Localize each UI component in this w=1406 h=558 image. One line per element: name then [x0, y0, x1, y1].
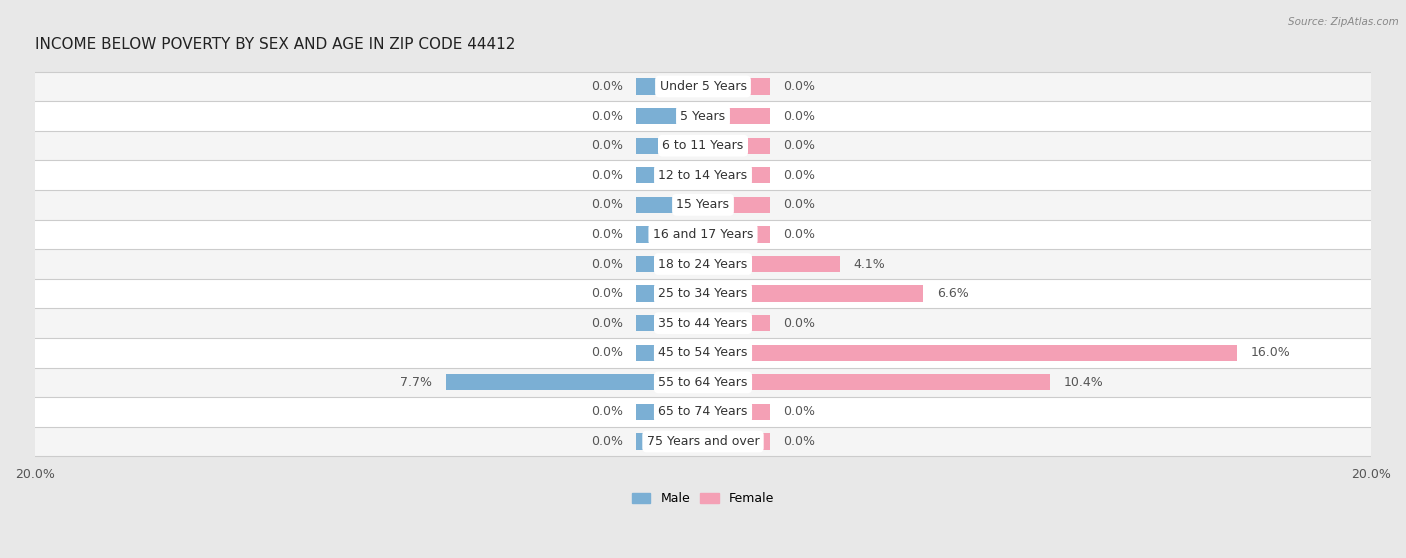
Text: Source: ZipAtlas.com: Source: ZipAtlas.com	[1288, 17, 1399, 27]
Bar	[703, 434, 770, 450]
Text: 6 to 11 Years: 6 to 11 Years	[662, 139, 744, 152]
Text: 35 to 44 Years: 35 to 44 Years	[658, 317, 748, 330]
Bar	[703, 137, 770, 154]
Bar	[636, 167, 703, 184]
Bar	[446, 374, 703, 391]
Text: 5 Years: 5 Years	[681, 109, 725, 123]
Bar	[703, 78, 770, 95]
Bar	[703, 374, 1050, 391]
Bar	[636, 256, 703, 272]
Text: 0.0%: 0.0%	[591, 435, 623, 448]
Text: 0.0%: 0.0%	[783, 198, 815, 211]
Bar	[636, 434, 703, 450]
Text: 0.0%: 0.0%	[591, 198, 623, 211]
Bar	[703, 108, 770, 124]
Text: 12 to 14 Years: 12 to 14 Years	[658, 169, 748, 182]
Text: 7.7%: 7.7%	[401, 376, 433, 389]
Bar	[636, 345, 703, 361]
Bar	[35, 161, 1371, 190]
Bar	[35, 309, 1371, 338]
Text: 0.0%: 0.0%	[783, 317, 815, 330]
Bar	[35, 338, 1371, 368]
Bar	[35, 397, 1371, 427]
Bar	[35, 368, 1371, 397]
Text: 0.0%: 0.0%	[783, 80, 815, 93]
Bar	[636, 227, 703, 243]
Bar	[703, 404, 770, 420]
Text: 0.0%: 0.0%	[591, 109, 623, 123]
Text: 0.0%: 0.0%	[591, 406, 623, 418]
Text: 16.0%: 16.0%	[1251, 347, 1291, 359]
Text: INCOME BELOW POVERTY BY SEX AND AGE IN ZIP CODE 44412: INCOME BELOW POVERTY BY SEX AND AGE IN Z…	[35, 37, 516, 52]
Text: 45 to 54 Years: 45 to 54 Years	[658, 347, 748, 359]
Bar	[636, 315, 703, 331]
Text: 15 Years: 15 Years	[676, 198, 730, 211]
Bar	[636, 197, 703, 213]
Bar	[703, 256, 839, 272]
Text: 0.0%: 0.0%	[591, 228, 623, 241]
Bar	[703, 227, 770, 243]
Bar	[35, 131, 1371, 161]
Text: 0.0%: 0.0%	[591, 80, 623, 93]
Text: 0.0%: 0.0%	[591, 257, 623, 271]
Legend: Male, Female: Male, Female	[627, 487, 779, 510]
Bar	[636, 404, 703, 420]
Text: 0.0%: 0.0%	[783, 435, 815, 448]
Text: 0.0%: 0.0%	[591, 347, 623, 359]
Bar	[636, 286, 703, 302]
Bar	[35, 72, 1371, 102]
Text: 0.0%: 0.0%	[783, 169, 815, 182]
Text: 75 Years and over: 75 Years and over	[647, 435, 759, 448]
Bar	[35, 190, 1371, 220]
Text: 0.0%: 0.0%	[591, 169, 623, 182]
Text: 10.4%: 10.4%	[1064, 376, 1104, 389]
Bar	[636, 137, 703, 154]
Bar	[636, 78, 703, 95]
Text: 25 to 34 Years: 25 to 34 Years	[658, 287, 748, 300]
Text: 0.0%: 0.0%	[783, 139, 815, 152]
Text: 4.1%: 4.1%	[853, 257, 884, 271]
Text: Under 5 Years: Under 5 Years	[659, 80, 747, 93]
Text: 0.0%: 0.0%	[591, 139, 623, 152]
Text: 18 to 24 Years: 18 to 24 Years	[658, 257, 748, 271]
Text: 55 to 64 Years: 55 to 64 Years	[658, 376, 748, 389]
Bar	[636, 108, 703, 124]
Bar	[703, 286, 924, 302]
Text: 0.0%: 0.0%	[783, 109, 815, 123]
Bar	[35, 427, 1371, 456]
Text: 16 and 17 Years: 16 and 17 Years	[652, 228, 754, 241]
Bar	[703, 315, 770, 331]
Text: 6.6%: 6.6%	[936, 287, 969, 300]
Text: 0.0%: 0.0%	[783, 406, 815, 418]
Bar	[35, 220, 1371, 249]
Bar	[703, 345, 1237, 361]
Text: 65 to 74 Years: 65 to 74 Years	[658, 406, 748, 418]
Text: 0.0%: 0.0%	[591, 287, 623, 300]
Text: 0.0%: 0.0%	[783, 228, 815, 241]
Bar	[35, 102, 1371, 131]
Bar	[703, 167, 770, 184]
Bar	[35, 279, 1371, 309]
Bar	[35, 249, 1371, 279]
Text: 0.0%: 0.0%	[591, 317, 623, 330]
Bar	[703, 197, 770, 213]
